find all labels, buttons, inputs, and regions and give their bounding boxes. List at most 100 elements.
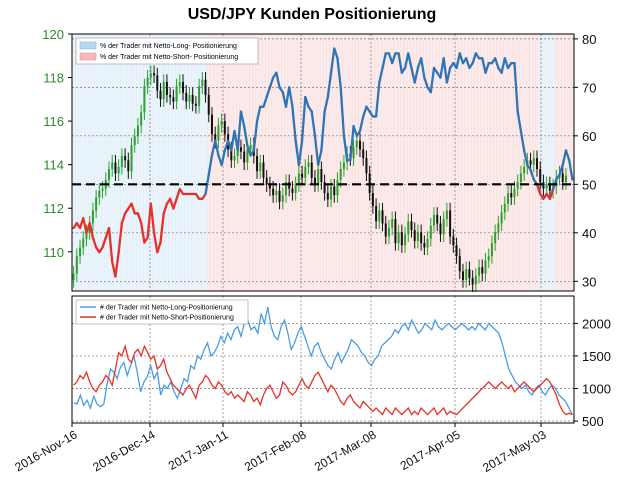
sentiment-band [100, 34, 105, 291]
sentiment-segment [407, 52, 413, 70]
x-tick-label: 2016-Dec-14 [90, 427, 157, 474]
sentiment-band [104, 34, 108, 291]
sentiment-band [184, 34, 189, 291]
sentiment-segment [275, 71, 281, 89]
sentiment-band [548, 34, 553, 291]
sentiment-band [281, 34, 285, 291]
sentiment-segment [329, 47, 336, 74]
sentiment-segment [326, 71, 333, 99]
sentiment-band [461, 34, 466, 291]
sentiment-band [442, 34, 446, 291]
sentiment-segment [136, 212, 143, 225]
price-candle-body [249, 145, 252, 150]
price-candle-body [503, 203, 506, 213]
sentiment-band [210, 34, 215, 291]
price-candle-body [210, 114, 213, 135]
sentiment-segment [548, 188, 555, 201]
price-candle-body [188, 94, 191, 102]
sentiment-band [416, 34, 421, 291]
price-candle-body [204, 79, 207, 95]
sentiment-segment [236, 110, 243, 152]
price-candle-body [272, 188, 275, 196]
sentiment-segment [419, 57, 426, 79]
right-tick-label: 40 [582, 226, 596, 241]
price-candles [72, 65, 567, 293]
price-candle-body [455, 245, 458, 257]
price-candle-body [548, 184, 551, 191]
sentiment-band [149, 34, 154, 291]
sentiment-band [519, 34, 524, 291]
legend-label-short: % der Trader mit Netto-Short- Positionie… [100, 54, 238, 61]
left-tick-label: 118 [43, 71, 64, 86]
price-candle-body [243, 151, 246, 163]
price-candle-body [223, 121, 226, 135]
price-candle-body [494, 232, 497, 244]
sentiment-segment [120, 212, 127, 225]
sentiment-segment [310, 110, 317, 137]
bottom-legend: # der Trader mit Netto-Long-Positionieru… [75, 299, 249, 325]
price-candle-body [490, 243, 493, 257]
price-candle-body [124, 155, 127, 161]
sentiment-band [503, 34, 508, 291]
right-tick-label: 80 [582, 32, 596, 47]
right-tick-label: 60 [582, 129, 596, 144]
price-candle-body [487, 256, 490, 261]
price-candle-body [120, 155, 123, 167]
sentiment-segment [358, 115, 365, 133]
sentiment-band [139, 34, 144, 291]
price-candle-body [111, 162, 114, 170]
sentiment-segment [561, 149, 568, 167]
sentiment-band [197, 34, 202, 291]
x-tick-label: 2017-May-03 [480, 427, 549, 475]
price-candle-body [362, 149, 365, 159]
sentiment-band [84, 34, 89, 291]
sentiment-segment [349, 124, 355, 162]
sentiment-band [94, 34, 99, 291]
sentiment-band [390, 34, 395, 291]
price-candle-body [519, 173, 522, 183]
price-candle-body [220, 121, 223, 126]
sentiment-segment [455, 52, 461, 70]
left-axis-ticks: 110 112 114 116 118 120 [42, 27, 72, 260]
sentiment-segment [317, 149, 323, 167]
price-candle-body [391, 219, 394, 228]
sentiment-band [477, 34, 482, 291]
sentiment-band [136, 34, 141, 291]
sentiment-band [368, 34, 372, 291]
sentiment-segment [445, 66, 452, 84]
legend-label-long-count: # der Trader mit Netto-Long-Positionieru… [100, 305, 233, 312]
left-tick-label: 116 [43, 114, 64, 129]
sentiment-segment [342, 134, 349, 162]
price-candle-body [433, 214, 436, 226]
price-candle-body [130, 145, 133, 172]
sentiment-segment [255, 105, 262, 123]
legend-swatch-short [79, 52, 97, 61]
price-candle-body [426, 238, 429, 248]
sentiment-band [564, 34, 569, 291]
sentiment-segment [239, 110, 246, 128]
price-candle-body [72, 273, 75, 281]
price-candle-body [185, 92, 188, 102]
sentiment-band [226, 34, 231, 291]
sentiment-segment [378, 66, 384, 84]
top-panel: 110 112 114 116 118 120 30 40 50 60 70 80 % der Tr… [42, 27, 596, 293]
sentiment-segment [82, 217, 88, 234]
price-candle-body [333, 186, 336, 196]
sentiment-segment [391, 52, 397, 65]
sentiment-segment [522, 149, 529, 167]
sentiment-band [512, 34, 517, 291]
sentiment-segment [481, 57, 487, 74]
sentiment-band [265, 34, 269, 291]
price-candle-body [178, 81, 181, 87]
sentiment-segment [352, 124, 358, 137]
sentiment-segment [381, 52, 387, 70]
sentiment-band [277, 34, 282, 291]
price-candle-body [114, 162, 117, 174]
sentiment-segment [323, 95, 329, 113]
sentiment-band [178, 34, 183, 291]
price-candle-body [259, 162, 262, 172]
price-candle-body [387, 227, 390, 237]
price-candle-body [291, 188, 294, 193]
sentiment-band [551, 34, 556, 291]
